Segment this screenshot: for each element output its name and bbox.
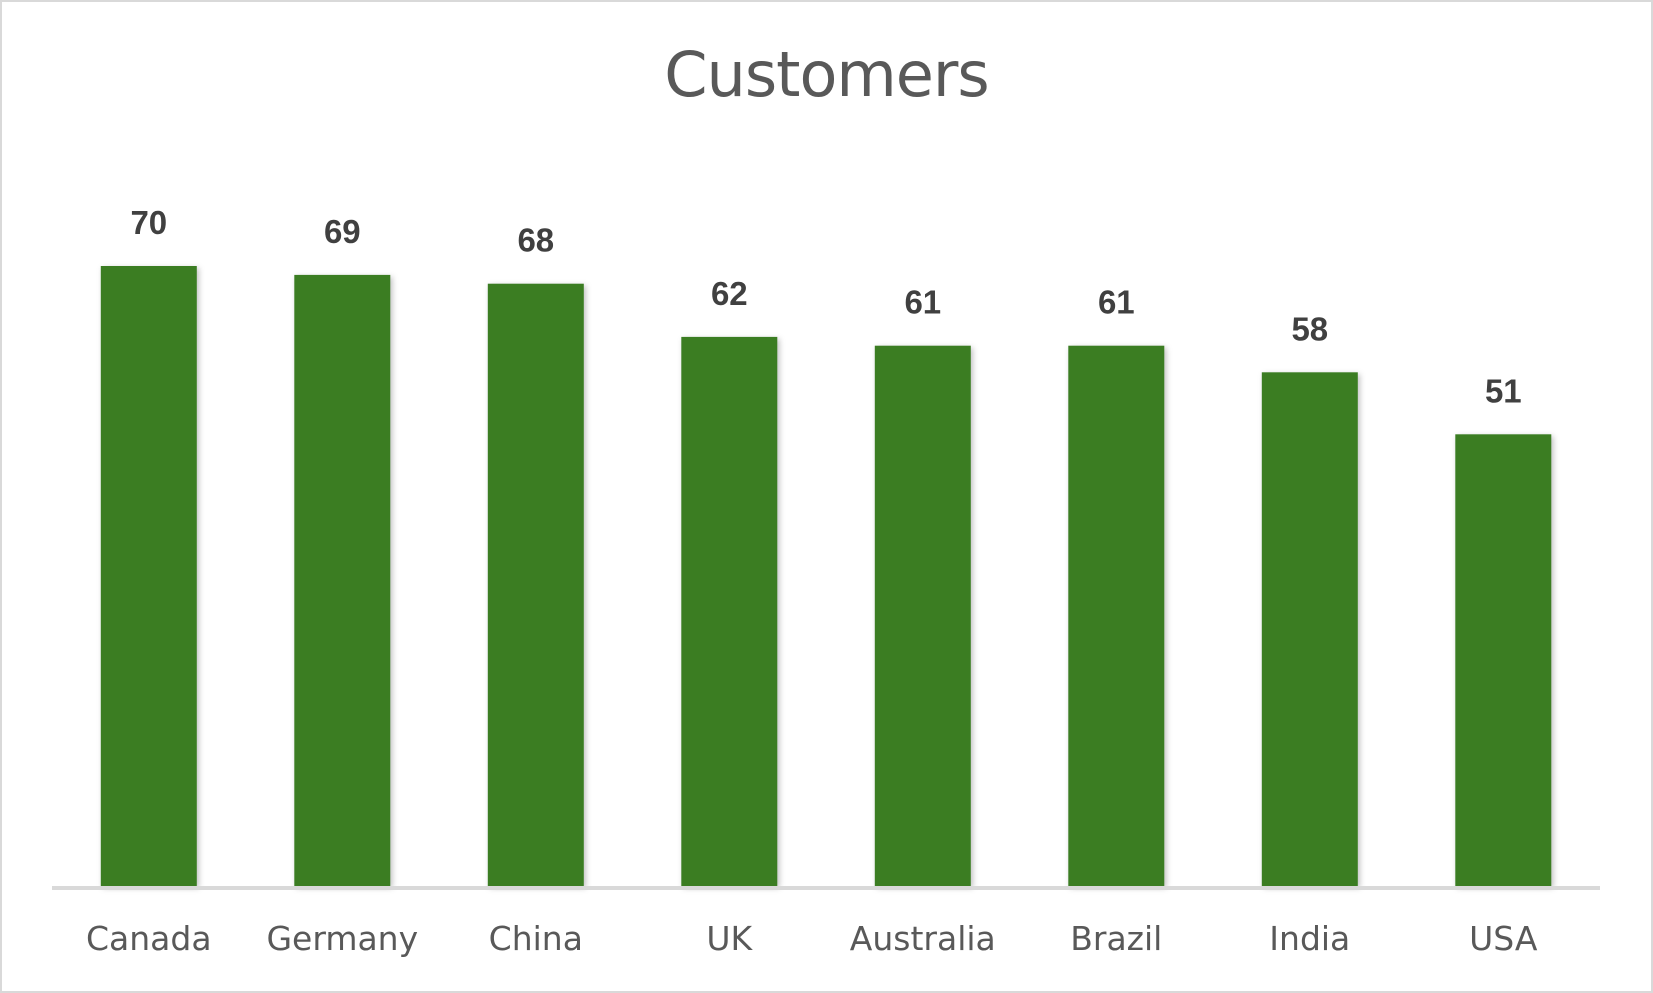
data-label-brazil: 61: [1098, 284, 1135, 321]
data-label-germany: 69: [324, 213, 361, 250]
bar-brazil: [1068, 345, 1165, 886]
x-tick-label-brazil: Brazil: [1070, 919, 1162, 958]
x-tick-label-canada: Canada: [86, 919, 212, 958]
data-label-india: 58: [1291, 310, 1328, 347]
x-tick-label-australia: Australia: [850, 919, 996, 958]
data-label-usa: 51: [1485, 372, 1522, 409]
data-label-australia: 61: [904, 284, 941, 321]
bar-india: [1261, 372, 1358, 886]
x-tick-label-india: India: [1269, 919, 1350, 958]
x-tick-labels-group: Canada Germany China UK Australia Brazil India…: [86, 919, 1538, 958]
x-tick-label-uk: UK: [706, 919, 753, 958]
chart-title: Customers: [664, 38, 989, 111]
data-labels-group: 70 69 68 62 61 61 58 51: [130, 204, 1521, 409]
bar-canada: [100, 266, 197, 886]
bars-group: [100, 266, 1552, 886]
bar-uk: [681, 336, 778, 886]
data-label-china: 68: [517, 222, 554, 259]
bar-china: [487, 283, 584, 886]
bar-australia: [874, 345, 971, 886]
bar-usa: [1455, 434, 1552, 886]
bar-germany: [294, 274, 391, 886]
x-tick-label-usa: USA: [1469, 919, 1538, 958]
x-tick-label-germany: Germany: [266, 919, 418, 958]
data-label-uk: 62: [711, 275, 748, 312]
data-label-canada: 70: [130, 204, 167, 241]
x-tick-label-china: China: [489, 919, 583, 958]
